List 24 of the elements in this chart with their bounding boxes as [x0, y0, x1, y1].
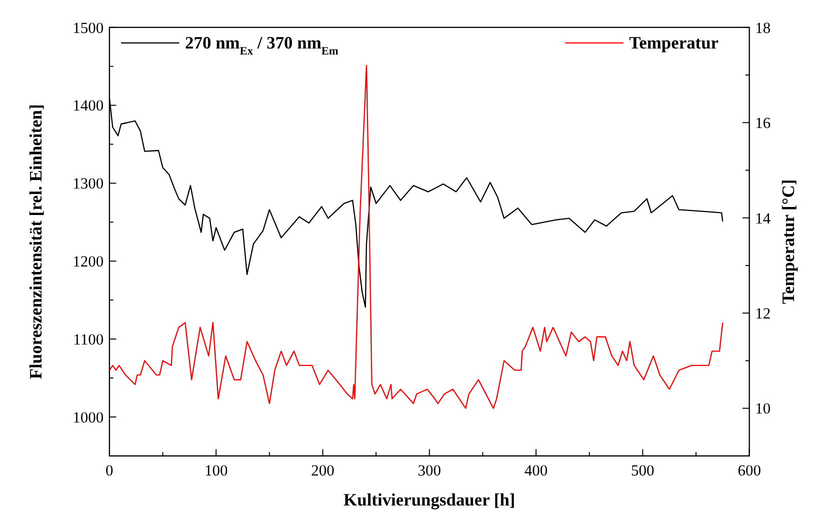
y2-tick-label: 16	[755, 115, 771, 132]
y-tick-label: 1100	[73, 331, 104, 348]
x-tick-label: 0	[106, 462, 114, 480]
x-axis-title: Kultivierungsdauer [h]	[344, 489, 516, 510]
y-tick-label: 1400	[72, 98, 104, 115]
y-tick-label: 1300	[72, 176, 104, 193]
y-axis-title: Fluoreszenzintensität [rel. Einheiten]	[26, 104, 46, 380]
y2-tick-label: 10	[755, 400, 771, 418]
x-tick-label: 500	[631, 462, 655, 480]
x-tick-label: 600	[738, 462, 762, 480]
y2-axis-title: Temperatur [°C]	[778, 179, 798, 304]
x-tick-label: 400	[524, 462, 548, 480]
line-series	[108, 64, 724, 409]
legend-label: Temperatur	[629, 32, 719, 53]
y-tick-label: 1500	[72, 20, 104, 37]
legend-label: 270 nm$_{Ex}$ / 370 nm$_{Em}$	[185, 32, 339, 58]
y2-tick-label: 18	[755, 20, 771, 37]
x-tick-label: 100	[204, 462, 228, 480]
y-tick-label: 1000	[72, 409, 104, 426]
y2-tick-label: 12	[755, 306, 771, 323]
x-tick-label: 300	[418, 462, 442, 480]
y-tick-label: 1200	[72, 254, 104, 271]
y2-tick-label: 14	[755, 210, 771, 228]
x-tick-label: 200	[311, 462, 335, 480]
